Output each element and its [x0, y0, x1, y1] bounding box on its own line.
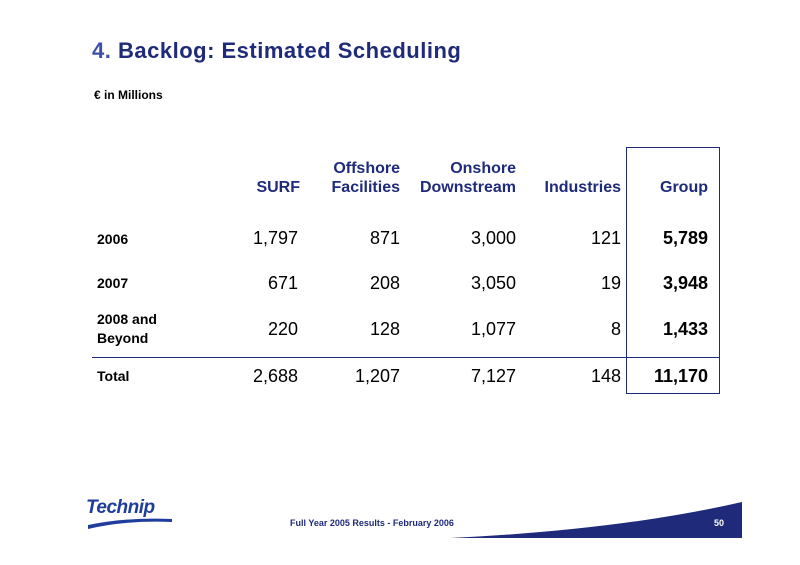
- cell-total-offshore: 1,207: [354, 366, 400, 386]
- cell-2007-surf: 671: [267, 273, 298, 293]
- title-text: Backlog: Estimated Scheduling: [117, 38, 462, 63]
- col-header-line1: Onshore: [450, 160, 516, 177]
- row-label-2007: 2007: [97, 274, 128, 293]
- row-label-line1: Total: [97, 368, 130, 384]
- cell-2006-surf: 1,797: [252, 228, 298, 248]
- cell-total-group: 11,170: [653, 366, 708, 386]
- cell-2007-group: 3,948: [662, 273, 708, 293]
- row-label-line1: 2006: [97, 231, 129, 247]
- cell-2007-industries: 19: [600, 273, 621, 293]
- col-header-onshore: Onshore Downstream: [396, 159, 516, 197]
- row-label-line2: Beyond: [97, 330, 149, 346]
- cell-total-surf: 2,688: [252, 366, 298, 386]
- row-label-line1: 2008 and: [97, 311, 157, 327]
- col-header-line2: Group: [660, 179, 708, 196]
- row-label-2008-beyond: 2008 and Beyond: [97, 310, 157, 348]
- col-header-line1: Offshore: [333, 160, 400, 177]
- col-header-line1: [598, 159, 708, 178]
- cell-2006-group: 5,789: [662, 228, 708, 248]
- logo-swoosh-icon: [88, 518, 172, 529]
- cell-total-industries: 148: [590, 366, 621, 386]
- cell-2008-surf: 220: [267, 319, 298, 339]
- row-label-line1: 2007: [97, 275, 129, 291]
- col-header-line2: Facilities: [331, 179, 400, 196]
- logo-text: Technip: [86, 497, 155, 518]
- group-column-box: [626, 147, 720, 394]
- technip-logo: Technip: [86, 497, 176, 533]
- cell-2006-onshore: 3,000: [470, 228, 516, 248]
- cell-2008-group: 1,433: [662, 319, 708, 339]
- cell-total-onshore: 7,127: [470, 366, 516, 386]
- cell-2006-industries: 121: [590, 228, 621, 248]
- cell-2008-onshore: 1,077: [470, 319, 516, 339]
- cell-2006-offshore: 871: [369, 228, 400, 248]
- total-divider: [92, 357, 720, 358]
- row-label-2006: 2006: [97, 230, 128, 249]
- footer-text: Full Year 2005 Results - February 2006: [290, 518, 454, 528]
- col-header-industries: Industries: [511, 159, 621, 197]
- cell-2008-industries: 8: [610, 319, 621, 339]
- section-number: 4.: [92, 38, 112, 63]
- unit-label: € in Millions: [94, 88, 163, 102]
- footer-swoosh-icon: [450, 502, 742, 538]
- cell-2008-offshore: 128: [369, 319, 400, 339]
- row-label-total: Total: [97, 367, 129, 386]
- col-header-line2: Downstream: [419, 179, 516, 196]
- col-header-line1: [190, 159, 300, 178]
- cell-2007-onshore: 3,050: [470, 273, 516, 293]
- cell-2007-offshore: 208: [369, 273, 400, 293]
- col-header-line2: SURF: [256, 179, 300, 196]
- col-header-line2: Industries: [544, 179, 621, 196]
- col-header-offshore: Offshore Facilities: [290, 159, 400, 197]
- col-header-group: Group: [598, 159, 708, 197]
- page-title: 4. Backlog: Estimated Scheduling: [92, 38, 461, 64]
- col-header-surf: SURF: [190, 159, 300, 197]
- page-number: 50: [714, 518, 725, 528]
